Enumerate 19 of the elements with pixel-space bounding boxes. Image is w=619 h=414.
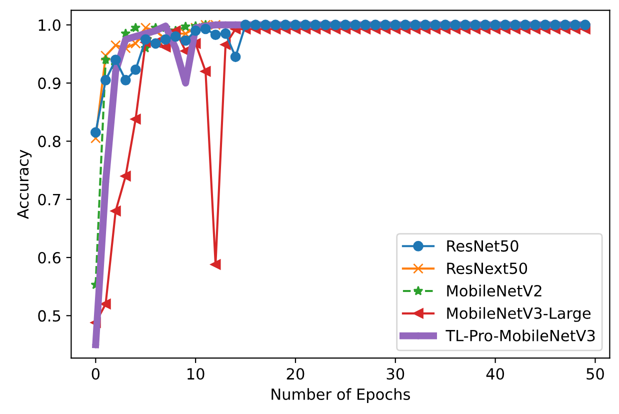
x-tick-label: 50 (586, 368, 604, 380)
x-tick-label: 30 (386, 368, 404, 380)
x-tick-label: 0 (92, 368, 100, 380)
y-tick-label: 0.9 (38, 78, 60, 90)
legend-label: ResNext50 (447, 262, 528, 274)
x-tick-label: 10 (188, 368, 204, 380)
legend-label: TL-Pro-MobileNetV3 (446, 330, 595, 342)
y-tick-label: 0.7 (38, 194, 60, 206)
y-tick-label: 1.0 (38, 19, 60, 31)
y-tick-label: 0.8 (38, 136, 60, 148)
x-tick-label: 20 (286, 368, 304, 380)
y-tick-label: 0.5 (38, 310, 60, 322)
legend-label: MobileNetV3-Large (447, 307, 591, 322)
legend-label: ResNet50 (447, 240, 518, 252)
legend-label: MobileNetV2 (447, 284, 542, 297)
x-axis-title: Number of Epochs (272, 388, 410, 403)
y-tick-label: 0.6 (38, 252, 60, 264)
y-axis-title: Accuracy (17, 150, 32, 219)
x-tick-label: 40 (486, 368, 504, 380)
